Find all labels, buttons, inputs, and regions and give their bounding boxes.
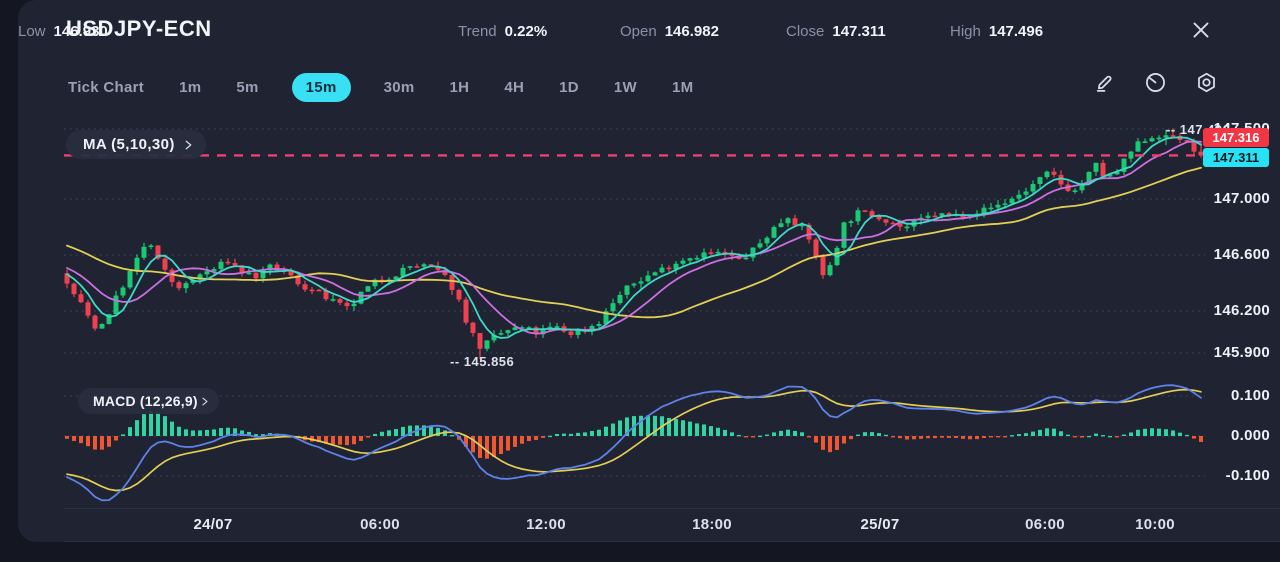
time-tick-label: 12:00 [526, 516, 566, 533]
stat-low: Low 146.930 [18, 23, 108, 40]
low-price-annotation: -- 145.856 [450, 354, 515, 369]
tab-1m[interactable]: 1m [177, 73, 203, 102]
macd-tick-label: 0.100 [1230, 387, 1270, 404]
trading-window: USDJPY-ECN Trend 0.22% Open 146.982 Close 1… [18, 0, 1280, 542]
last-price-badge: 147.311 [1203, 148, 1269, 167]
chevron-right-icon [202, 397, 208, 405]
symbol-title: USDJPY-ECN [66, 16, 212, 41]
draw-button[interactable] [1092, 71, 1116, 95]
time-tick-label: 18:00 [692, 516, 732, 533]
tab-1m-month[interactable]: 1M [670, 73, 695, 102]
close-button[interactable] [1188, 18, 1214, 44]
tab-15m[interactable]: 15m [291, 72, 351, 102]
tab-1d[interactable]: 1D [557, 73, 581, 102]
chart-toolbar: Tick Chart 1m 5m 15m 30m 1H 4H 1D 1W 1M [18, 66, 1280, 108]
time-tick-label: 25/07 [860, 516, 900, 533]
tab-5m[interactable]: 5m [234, 73, 260, 102]
macd-tick-label: 0.000 [1230, 427, 1270, 444]
toolbar-icons [1092, 71, 1218, 95]
tab-tick-chart[interactable]: Tick Chart [66, 73, 146, 102]
tab-1h[interactable]: 1H [448, 73, 472, 102]
macd-indicator-pill[interactable]: MACD (12,26,9) [78, 388, 219, 414]
time-tick-label: 06:00 [360, 516, 400, 533]
stat-close: Close 147.311 [786, 23, 886, 40]
stat-open: Open 146.982 [620, 23, 719, 40]
time-tick-label: 06:00 [1025, 516, 1065, 533]
dial-icon [1145, 73, 1165, 92]
settings-icon [1197, 72, 1215, 93]
stat-trend: Trend 0.22% [458, 23, 548, 40]
ma-indicator-pill[interactable]: MA (5,10,30) [66, 130, 206, 159]
timeframe-tabs: Tick Chart 1m 5m 15m 30m 1H 4H 1D 1W 1M [66, 66, 695, 108]
price-tick-label: 146.200 [1213, 302, 1270, 319]
chevron-right-icon [185, 140, 192, 149]
macd-indicator-label: MACD (12,26,9) [93, 393, 198, 409]
time-tick-label: 10:00 [1135, 516, 1175, 533]
ma-indicator-label: MA (5,10,30) [83, 136, 175, 153]
price-tick-label: 147.000 [1213, 190, 1270, 207]
draw-icon [1096, 75, 1111, 92]
time-tick-label: 24/07 [193, 516, 233, 533]
settings-button[interactable] [1194, 71, 1218, 95]
price-tick-label: 145.900 [1213, 344, 1270, 361]
price-tick-label: 146.600 [1213, 246, 1270, 263]
tab-4h[interactable]: 4H [502, 73, 526, 102]
close-icon [1193, 22, 1209, 38]
tab-30m[interactable]: 30m [382, 73, 417, 102]
ask-price-badge: 147.316 [1203, 128, 1269, 147]
tab-1w[interactable]: 1W [612, 73, 639, 102]
macd-tick-label: -0.100 [1225, 467, 1270, 484]
stat-high: High 147.496 [950, 23, 1044, 40]
chart-header: USDJPY-ECN Trend 0.22% Open 146.982 Close 1… [18, 0, 1280, 62]
dial-button[interactable] [1143, 71, 1167, 95]
